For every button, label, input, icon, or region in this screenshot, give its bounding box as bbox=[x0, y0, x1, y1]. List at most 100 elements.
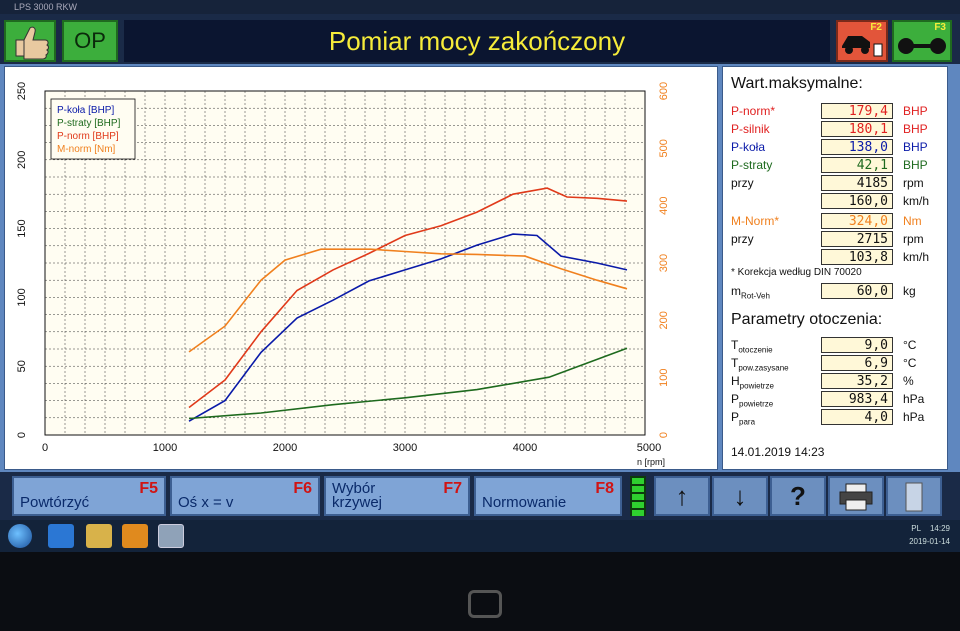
car-lift-icon bbox=[842, 36, 883, 57]
max-value-label: M-Norm* bbox=[731, 214, 779, 228]
y-left-tick-label: 150 bbox=[16, 219, 28, 237]
max-value-field: 103,8 bbox=[821, 249, 893, 265]
function-key-label: Oś x = v bbox=[178, 494, 234, 511]
function-key-code: F7 bbox=[443, 480, 462, 497]
ambient-row: Ppara 4,0 hPa bbox=[731, 409, 943, 427]
measurement-timestamp: 14.01.2019 14:23 bbox=[731, 445, 825, 459]
max-value-field: 4185 bbox=[821, 175, 893, 191]
ambient-unit: hPa bbox=[903, 392, 925, 406]
ambient-unit: hPa bbox=[903, 410, 925, 424]
x-tick-label: 2000 bbox=[273, 442, 297, 454]
ambient-symbol: T bbox=[731, 356, 739, 370]
y-right-tick-label: 500 bbox=[658, 139, 670, 157]
series-line bbox=[188, 347, 628, 420]
max-value-unit: BHP bbox=[903, 158, 928, 172]
legend-entry: P-straty [BHP] bbox=[57, 118, 121, 129]
y-left-tick-label: 200 bbox=[16, 151, 28, 169]
mass-unit: kg bbox=[903, 284, 916, 298]
max-value-label: P-silnik bbox=[731, 122, 770, 136]
door-exit-icon bbox=[905, 482, 923, 512]
laptop-brand-logo bbox=[468, 590, 502, 618]
max-value-label: P-koła bbox=[731, 140, 766, 154]
legend-entry: P-norm [BHP] bbox=[57, 131, 119, 142]
f3-rollers-button[interactable]: F3 bbox=[892, 20, 952, 62]
ambient-sub: powietrze bbox=[739, 399, 774, 409]
y-right-tick-label: 400 bbox=[658, 196, 670, 214]
max-value-unit: rpm bbox=[903, 176, 924, 190]
function-key-f6-button[interactable]: F6 Oś x = v bbox=[170, 476, 320, 516]
start-orb-icon[interactable] bbox=[8, 524, 32, 548]
ambient-unit: °C bbox=[903, 356, 917, 370]
max-value-unit: Nm bbox=[903, 214, 922, 228]
series-line bbox=[188, 248, 628, 353]
function-key-f8-button[interactable]: F8 Normowanie bbox=[474, 476, 622, 516]
function-key-f7-button[interactable]: F7 Wybór krzywej bbox=[324, 476, 470, 516]
printer-icon bbox=[839, 483, 873, 511]
max-value-unit: BHP bbox=[903, 104, 928, 118]
max-value-row: 160,0 km/h bbox=[731, 193, 943, 211]
max-value-row: M-Norm* 324,0 Nm bbox=[731, 213, 943, 231]
signal-indicator bbox=[630, 476, 646, 516]
dyno-app: LPS 3000 RKW OP Pomiar mocy zakończony F… bbox=[0, 0, 960, 520]
y-right-tick-label: 300 bbox=[658, 254, 670, 272]
mass-sub: Rot-Veh bbox=[741, 291, 770, 301]
f2-lift-button[interactable]: F2 bbox=[836, 20, 888, 62]
max-value-label: P-norm* bbox=[731, 104, 776, 118]
max-value-label: przy bbox=[731, 176, 754, 190]
series-line bbox=[188, 187, 628, 409]
y-left-tick-label: 250 bbox=[16, 82, 28, 100]
function-key-f5-button[interactable]: F5 Powtórzyć bbox=[12, 476, 166, 516]
exit-button[interactable] bbox=[886, 476, 942, 516]
max-value-unit: km/h bbox=[903, 194, 930, 208]
ambient-sub: otoczenie bbox=[738, 345, 773, 355]
mass-row: mRot-Veh 60,0 kg bbox=[731, 283, 943, 301]
x-tick-label: 3000 bbox=[393, 442, 417, 454]
function-key-label: Normowanie bbox=[482, 494, 567, 511]
f2-key-label: F2 bbox=[870, 22, 882, 33]
max-value-row: P-silnik 180,1 BHP bbox=[731, 121, 943, 139]
legend-box bbox=[50, 98, 136, 160]
max-value-field: 138,0 bbox=[821, 139, 893, 155]
mass-value: 60,0 bbox=[821, 283, 893, 299]
max-value-field: 324,0 bbox=[821, 213, 893, 229]
arrow-down-button[interactable]: ↓ bbox=[712, 476, 768, 516]
max-value-unit: rpm bbox=[903, 232, 924, 246]
ambient-symbol: T bbox=[731, 338, 739, 352]
op-button[interactable]: OP bbox=[62, 20, 118, 62]
max-value-unit: BHP bbox=[903, 122, 928, 136]
ambient-symbol: H bbox=[731, 374, 740, 388]
y-left-tick-label: 0 bbox=[16, 432, 28, 438]
max-value-field: 2715 bbox=[821, 231, 893, 247]
ie-icon[interactable] bbox=[48, 524, 74, 548]
help-button[interactable]: ? bbox=[770, 476, 826, 516]
ambient-value: 35,2 bbox=[821, 373, 893, 389]
x-tick-label: 0 bbox=[42, 442, 48, 454]
arrow-down-icon: ↓ bbox=[733, 481, 747, 511]
status-title: Pomiar mocy zakończony bbox=[124, 20, 830, 62]
ambient-sub: pow.zasysane bbox=[738, 363, 789, 373]
function-key-bar: F5 Powtórzyć F6 Oś x = v F7 Wybór krzywej F… bbox=[0, 472, 960, 520]
din-note: * Korekcja według DIN 70020 bbox=[731, 267, 862, 278]
legend-entry: P-koła [BHP] bbox=[57, 105, 114, 116]
series-line bbox=[188, 233, 628, 422]
ambient-value: 983,4 bbox=[821, 391, 893, 407]
x-axis-label: n [rpm] bbox=[637, 457, 665, 467]
y-left-tick-label: 100 bbox=[16, 288, 28, 306]
thumbs-up-button[interactable] bbox=[4, 20, 56, 62]
y-right-tick-label: 0 bbox=[658, 432, 670, 438]
rollers-icon bbox=[898, 38, 946, 54]
media-player-icon[interactable] bbox=[122, 524, 148, 548]
dyno-app-task-icon[interactable] bbox=[158, 524, 184, 548]
x-tick-label: 1000 bbox=[153, 442, 177, 454]
ambient-row: Totoczenie 9,0 °C bbox=[731, 337, 943, 355]
mass-label: m bbox=[731, 284, 741, 298]
ambient-value: 9,0 bbox=[821, 337, 893, 353]
language-indicator[interactable]: PL bbox=[911, 524, 922, 533]
windows-taskbar: PL 14:29 2019-01-14 bbox=[0, 520, 960, 552]
arrow-up-button[interactable]: ↑ bbox=[654, 476, 710, 516]
explorer-icon[interactable] bbox=[86, 524, 112, 548]
ambient-row: Ppowietrze 983,4 hPa bbox=[731, 391, 943, 409]
tray-clock[interactable]: 14:29 bbox=[929, 524, 950, 533]
print-button[interactable] bbox=[828, 476, 884, 516]
